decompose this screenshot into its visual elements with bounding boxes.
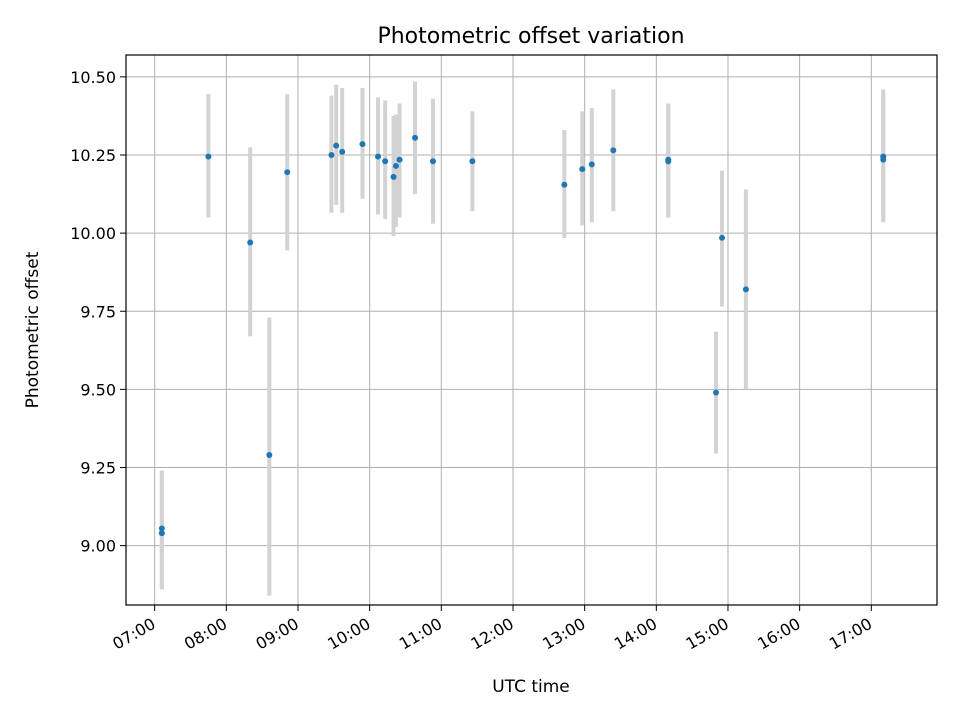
data-point [429, 158, 436, 165]
data-point [339, 148, 346, 155]
data-point [588, 161, 595, 168]
y-tick-label: 10.00 [70, 224, 116, 243]
data-point [742, 286, 749, 293]
data-point [284, 169, 291, 176]
data-point [880, 156, 887, 163]
grid [126, 55, 937, 605]
x-tick-label: 12:00 [468, 614, 517, 654]
data-point [375, 153, 382, 160]
x-tick-label: 10:00 [324, 614, 373, 654]
y-tick-label: 9.50 [80, 380, 116, 399]
y-tick-label: 9.25 [80, 459, 116, 478]
data-point [719, 234, 726, 241]
y-tick-label: 9.75 [80, 302, 116, 321]
data-point [328, 152, 335, 158]
y-tick-label: 9.00 [80, 537, 116, 556]
y-tick-label: 10.50 [70, 68, 116, 87]
x-tick-label: 15:00 [683, 614, 732, 654]
data-point [392, 162, 399, 169]
data-point [390, 173, 397, 180]
data-point [333, 142, 340, 149]
x-axis-label: UTC time [492, 677, 570, 697]
data-point [382, 158, 389, 165]
x-tick-label: 16:00 [754, 614, 803, 654]
data-point [205, 153, 212, 160]
chart-title: Photometric offset variation [377, 24, 684, 49]
data-point [610, 147, 617, 154]
data-point [266, 452, 273, 458]
y-tick-label: 10.25 [70, 146, 116, 165]
data-point [158, 530, 165, 537]
data-point [713, 389, 720, 396]
y-axis-label: Photometric offset [23, 251, 43, 408]
x-tick-label: 07:00 [109, 614, 158, 654]
data-point [359, 141, 366, 148]
error-bars [159, 81, 886, 596]
x-tick-label: 09:00 [253, 614, 302, 654]
data-point [579, 166, 586, 173]
plot-frame [125, 54, 938, 606]
data-point [396, 156, 403, 163]
x-axis-ticks: 07:00 08:00 09:00 10:00 11:00 12:00 13:00 14:00… [109, 605, 875, 654]
data-point [665, 158, 672, 165]
data-point [412, 134, 419, 141]
data-point [561, 181, 568, 188]
x-tick-label: 08:00 [181, 614, 230, 654]
data-point [247, 239, 254, 246]
data-point [469, 158, 476, 165]
x-tick-label: 14:00 [611, 614, 660, 654]
data-points [158, 134, 887, 537]
x-tick-label: 17:00 [826, 614, 875, 654]
x-tick-label: 13:00 [539, 614, 588, 654]
y-axis-ticks: 9.00 9.25 9.50 9.75 10.00 10.25 10.50 [70, 68, 126, 556]
x-tick-label: 11:00 [396, 614, 445, 654]
data-point [158, 525, 165, 532]
